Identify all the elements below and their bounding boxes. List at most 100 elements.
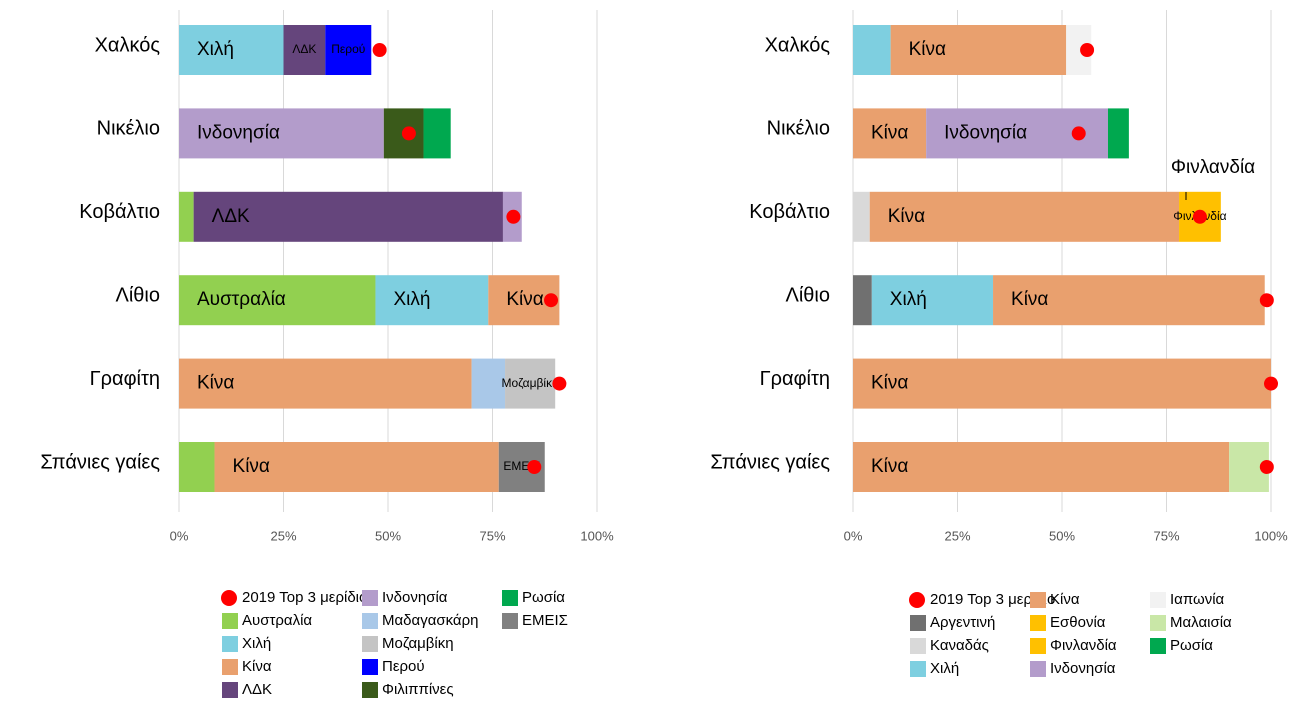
bar-label: ΛΔΚ xyxy=(292,42,316,56)
x-tick-label: 0% xyxy=(844,528,863,543)
bar-segment xyxy=(853,358,1271,409)
legend-label: ΛΔΚ xyxy=(242,681,272,698)
legend-swatch xyxy=(1150,592,1166,608)
legend-swatch xyxy=(502,613,518,629)
legend-label: Χιλή xyxy=(930,660,959,677)
bar-label: Χιλή xyxy=(890,289,927,310)
legend-label: Κίνα xyxy=(1050,591,1080,608)
legend-marker xyxy=(221,590,237,606)
annotation: Φινλανδία xyxy=(1171,157,1255,178)
category-label: Νικέλιο xyxy=(97,118,160,140)
marker-dot xyxy=(401,126,416,141)
marker-dot xyxy=(544,293,559,308)
bar-segment xyxy=(179,442,215,492)
bar-label: Ινδονησία xyxy=(944,122,1027,143)
x-tick-label: 50% xyxy=(1049,528,1075,543)
legend-label: Ρωσία xyxy=(522,589,565,606)
legend-marker xyxy=(909,592,925,608)
legend-label: Εσθονία xyxy=(1050,614,1106,631)
legend-label: Κίνα xyxy=(242,658,272,675)
marker-dot xyxy=(1080,43,1095,57)
category-label: Νικέλιο xyxy=(767,118,830,140)
legend-swatch xyxy=(1030,592,1046,608)
marker-dot xyxy=(527,460,542,474)
bar-segment xyxy=(853,108,927,159)
bar-label: Χιλή xyxy=(197,39,234,60)
x-tick-label: 100% xyxy=(1254,528,1288,543)
bar-segment xyxy=(471,358,506,409)
bar-label: ΛΔΚ xyxy=(212,206,250,227)
bar-segment xyxy=(179,25,284,75)
bar-segment xyxy=(179,275,376,326)
legend-swatch xyxy=(222,613,238,629)
marker-dot xyxy=(552,376,567,391)
legend-swatch xyxy=(1030,615,1046,631)
legend-swatch xyxy=(1150,615,1166,631)
bar-segment xyxy=(1107,108,1129,159)
bar-label: Κίνα xyxy=(197,373,234,394)
legend-swatch xyxy=(222,659,238,675)
legend-swatch xyxy=(910,638,926,654)
bar-label: Κίνα xyxy=(909,39,946,60)
bar-segment xyxy=(853,275,872,326)
x-tick-label: 25% xyxy=(944,528,970,543)
bar-label: Κίνα xyxy=(233,456,270,477)
bar-segment xyxy=(179,108,384,159)
legend-swatch xyxy=(1150,638,1166,654)
legend-label: Φιλιππίνες xyxy=(382,681,454,698)
bar-segment xyxy=(325,25,372,75)
x-tick-label: 25% xyxy=(270,528,296,543)
bar-segment xyxy=(193,191,503,242)
legend-swatch xyxy=(362,590,378,606)
legend-label: Ρωσία xyxy=(1170,637,1213,654)
legend-swatch xyxy=(910,615,926,631)
category-label: Χαλκός xyxy=(95,34,161,56)
bar-segment xyxy=(853,191,870,242)
legend-swatch xyxy=(910,661,926,677)
category-label: Γραφίτη xyxy=(760,368,830,390)
bar-label: Αυστραλία xyxy=(197,289,286,310)
legend-label: ΕΜΕΙΣ xyxy=(522,612,568,629)
marker-dot xyxy=(1259,460,1274,474)
category-label: Σπάνιες γαίες xyxy=(40,451,160,473)
category-label: Γραφίτη xyxy=(90,368,160,390)
bar-label: Ινδονησία xyxy=(197,122,280,143)
bar-segment xyxy=(214,442,499,492)
marker-dot xyxy=(1192,209,1207,224)
category-label: Λίθιο xyxy=(786,284,831,306)
bar-segment xyxy=(993,275,1265,326)
legend-label: Μαλαισία xyxy=(1170,614,1232,631)
category-label: Σπάνιες γαίες xyxy=(710,451,830,473)
marker-dot xyxy=(506,209,521,224)
bar-segment xyxy=(871,275,994,326)
legend-label: Αυστραλία xyxy=(242,612,312,629)
legend-swatch xyxy=(222,636,238,652)
legend-label: 2019 Top 3 μερίδιο xyxy=(930,591,1055,608)
legend-label: Μαδαγασκάρη xyxy=(382,612,478,629)
bar-segment xyxy=(179,358,472,409)
bar-label: Περού xyxy=(331,42,365,56)
legend-label: Μοζαμβίκη xyxy=(382,635,454,652)
bar-segment xyxy=(853,442,1230,492)
bar-segment xyxy=(853,25,891,75)
legend-label: Ιαπωνία xyxy=(1170,591,1225,608)
legend-swatch xyxy=(1030,661,1046,677)
x-tick-label: 50% xyxy=(375,528,401,543)
x-tick-label: 75% xyxy=(479,528,505,543)
bar-label: Μοζαμβίκη xyxy=(501,376,558,390)
legend-swatch xyxy=(222,682,238,698)
bar-label: Κίνα xyxy=(1011,289,1048,310)
bar-segment xyxy=(869,191,1180,242)
marker-dot xyxy=(1071,126,1086,141)
legend-label: Ινδονησία xyxy=(1050,660,1116,677)
legend-label: Καναδάς xyxy=(930,637,989,654)
marker-dot xyxy=(1264,376,1278,391)
marker-dot xyxy=(1259,293,1274,308)
bar-label: Κίνα xyxy=(871,122,908,143)
category-label: Λίθιο xyxy=(116,284,161,306)
marker-dot xyxy=(372,43,387,57)
legend-swatch xyxy=(502,590,518,606)
legend-swatch xyxy=(1030,638,1046,654)
legend-label: 2019 Top 3 μερίδιο xyxy=(242,589,367,606)
